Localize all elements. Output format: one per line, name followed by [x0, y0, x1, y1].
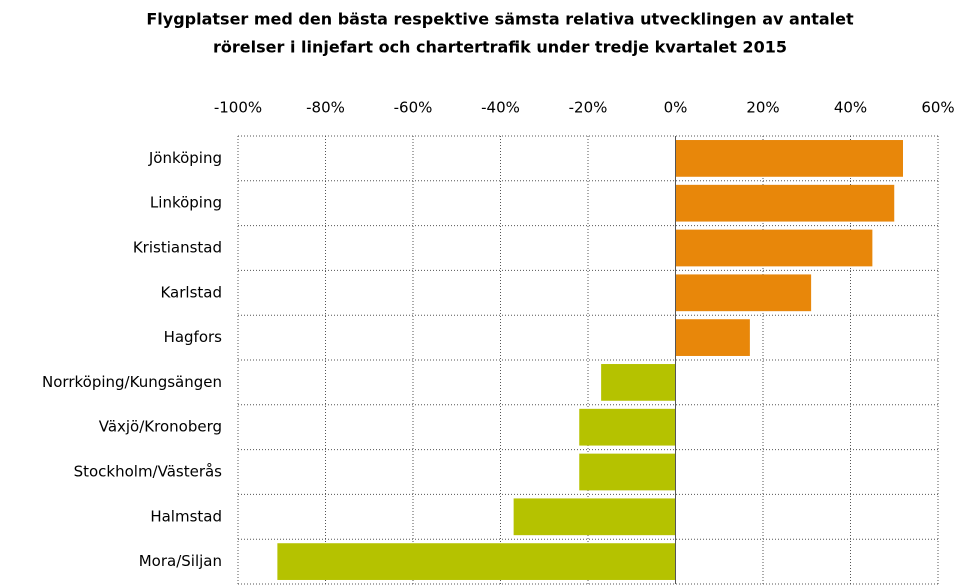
x-tick-label: 40% [834, 99, 867, 117]
y-tick-label: Kristianstad [133, 239, 222, 257]
bar [675, 319, 750, 356]
bar [277, 543, 676, 580]
y-tick-label: Linköping [150, 194, 222, 212]
chart-title: Flygplatser med den bästa respektive säm… [146, 10, 854, 29]
y-tick-label: Jönköping [148, 149, 222, 167]
bar [601, 364, 676, 401]
y-tick-label: Norrköping/Kungsängen [42, 373, 222, 391]
y-tick-label: Hagfors [164, 328, 223, 346]
x-tick-label: -20% [569, 99, 608, 117]
x-tick-label: 20% [746, 99, 779, 117]
y-tick-label: Mora/Siljan [139, 552, 222, 570]
x-tick-label: 60% [921, 99, 954, 117]
bar [675, 274, 812, 312]
x-tick-label: -80% [306, 99, 345, 117]
y-tick-label: Växjö/Kronoberg [99, 418, 222, 436]
x-tick-label: -100% [214, 99, 262, 117]
x-tick-label: 0% [664, 99, 688, 117]
y-tick-label: Karlstad [160, 283, 222, 301]
bar [513, 498, 676, 536]
bar [675, 140, 903, 177]
bar [675, 229, 873, 267]
bar [675, 184, 895, 222]
bar [579, 408, 676, 446]
y-tick-label: Stockholm/Västerås [74, 463, 223, 481]
y-tick-label: Halmstad [150, 507, 222, 525]
x-tick-label: -40% [481, 99, 520, 117]
chart-title: rörelser i linjefart och chartertrafik u… [213, 38, 787, 57]
bar [579, 453, 676, 491]
x-tick-label: -60% [394, 99, 433, 117]
